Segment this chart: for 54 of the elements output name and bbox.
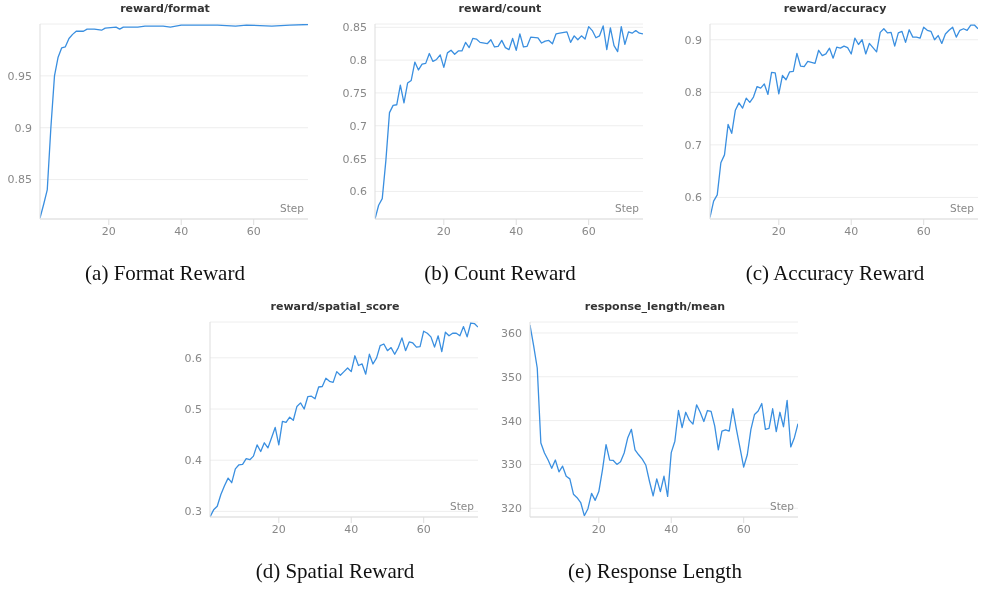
x-tick-label: 20 [591,522,606,536]
x-axis-title: Step [615,202,640,214]
text: (d) Spatial Reward [254,559,416,584]
y-tick-label: 0.6 [684,191,702,205]
x-tick-label: 20 [436,224,451,238]
x-tick-label: 60 [416,522,431,536]
y-tick-label: 0.6 [349,185,367,199]
x-tick-label: 60 [246,224,261,238]
y-tick-label: 0.85 [342,21,367,35]
chart-title: reward/count [457,1,543,17]
y-tick-label: 0.3 [184,505,202,519]
x-tick-label: 40 [664,522,679,536]
y-tick-label: 0.7 [349,119,367,133]
x-tick-label: 60 [581,224,596,238]
chart-title: response_length/mean [583,299,727,315]
x-tick-label: 40 [174,224,189,238]
x-tick-label: 60 [736,522,751,536]
y-tick-label: 0.8 [349,54,367,68]
y-tick-label: 0.75 [342,86,367,100]
x-axis-title: Step [450,500,475,512]
y-tick-label: 0.7 [684,138,702,152]
x-axis-title: Step [770,500,795,512]
line-series [210,322,478,517]
x-tick-label: 60 [916,224,931,238]
y-tick-label: 320 [501,502,522,516]
x-tick-label: 20 [271,522,286,536]
y-tick-label: 350 [501,370,522,384]
y-tick-label: 0.9 [14,121,32,135]
y-tick-label: 0.9 [684,33,702,47]
x-axis-title: Step [950,202,975,214]
y-tick-label: 0.8 [684,86,702,100]
chart-title: reward/accuracy [782,1,888,17]
y-tick-label: 330 [501,458,522,472]
x-tick-label: 40 [509,224,524,238]
text: (a) Format Reward [84,261,246,286]
text: (e) Response Length [567,559,743,584]
line-series [375,25,643,219]
x-tick-label: 20 [101,224,116,238]
x-tick-label: 40 [344,522,359,536]
y-tick-label: 360 [501,326,522,340]
y-tick-label: 0.6 [184,351,202,365]
chart-title: reward/format [119,1,211,17]
y-tick-label: 0.85 [7,173,32,187]
chart-title: reward/spatial_score [269,299,401,315]
y-tick-label: 340 [501,414,522,428]
x-tick-label: 20 [771,224,786,238]
y-tick-label: 0.65 [342,152,367,166]
y-tick-label: 0.95 [7,69,32,83]
text: (b) Count Reward [423,261,577,286]
x-axis-title: Step [280,202,305,214]
y-tick-label: 0.5 [184,402,202,416]
y-tick-label: 0.4 [184,454,202,468]
x-tick-label: 40 [844,224,859,238]
text: (c) Accuracy Reward [744,261,926,286]
